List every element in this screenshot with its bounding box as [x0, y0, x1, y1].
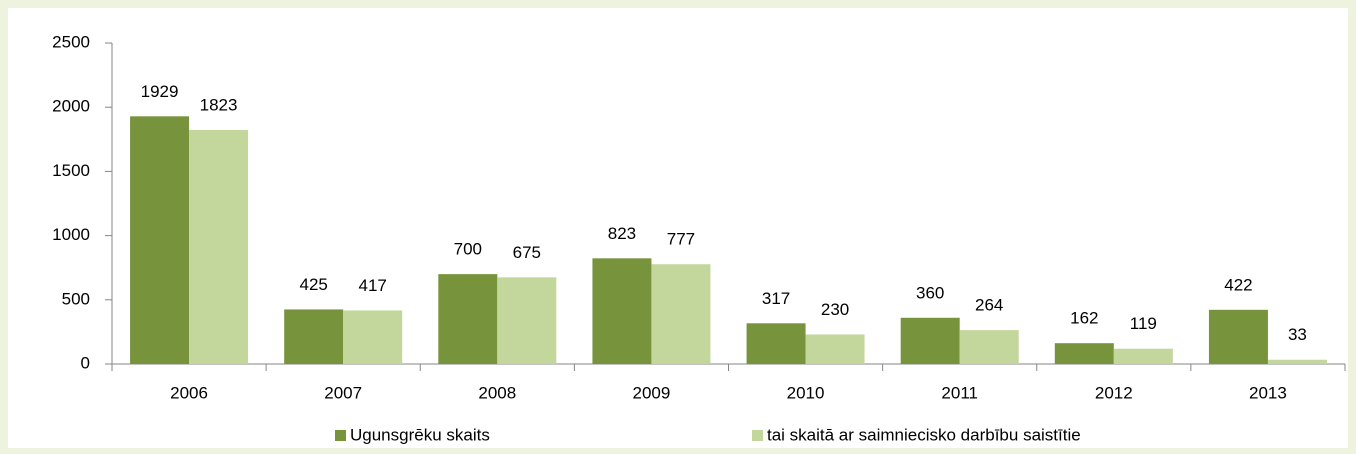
data-label: 230 [821, 300, 849, 319]
data-label: 422 [1224, 275, 1252, 294]
y-tick-label: 2000 [52, 97, 90, 116]
bar [130, 116, 190, 364]
bar [284, 309, 344, 364]
legend-swatch [752, 430, 763, 441]
data-label: 162 [1070, 309, 1098, 328]
data-label: 700 [454, 240, 482, 259]
bar [959, 330, 1019, 364]
x-tick-label: 2006 [170, 383, 208, 402]
data-label: 425 [300, 275, 328, 294]
data-label: 823 [608, 224, 636, 243]
x-tick-label: 2013 [1249, 383, 1287, 402]
data-label: 417 [359, 276, 387, 295]
data-label: 675 [513, 243, 541, 262]
x-tick-label: 2007 [324, 383, 362, 402]
bar [189, 129, 249, 364]
data-label: 119 [1130, 314, 1157, 333]
bar [1054, 343, 1114, 364]
bar [438, 274, 498, 364]
y-tick-label: 0 [81, 353, 90, 372]
data-label: 1929 [141, 82, 179, 101]
data-label: 317 [762, 289, 790, 308]
bar [592, 258, 652, 364]
data-label: 33 [1288, 325, 1307, 344]
bar [1267, 359, 1327, 364]
y-tick-label: 500 [62, 289, 90, 308]
legend-label: Ugunsgrēku skaits [350, 425, 490, 444]
data-label: 264 [975, 296, 1003, 315]
bar [1208, 309, 1268, 364]
legend-label: tai skaitā ar saimniecisko darbību saist… [767, 425, 1081, 444]
data-label: 360 [916, 283, 944, 302]
y-tick-label: 1000 [52, 225, 90, 244]
y-tick-label: 1500 [52, 161, 90, 180]
data-label: 777 [667, 230, 695, 249]
x-tick-label: 2009 [633, 383, 671, 402]
bar [805, 334, 865, 364]
x-tick-label: 2008 [478, 383, 516, 402]
x-tick-label: 2010 [787, 383, 825, 402]
y-tick-label: 2500 [52, 32, 90, 51]
data-label: 1823 [200, 95, 238, 114]
bar [1113, 348, 1173, 364]
bar [343, 310, 403, 364]
bar [651, 264, 711, 364]
bar [900, 317, 960, 364]
bar [497, 277, 557, 364]
bar [746, 323, 806, 364]
x-tick-label: 2012 [1095, 383, 1133, 402]
x-tick-label: 2011 [941, 383, 978, 402]
legend-swatch [335, 430, 346, 441]
